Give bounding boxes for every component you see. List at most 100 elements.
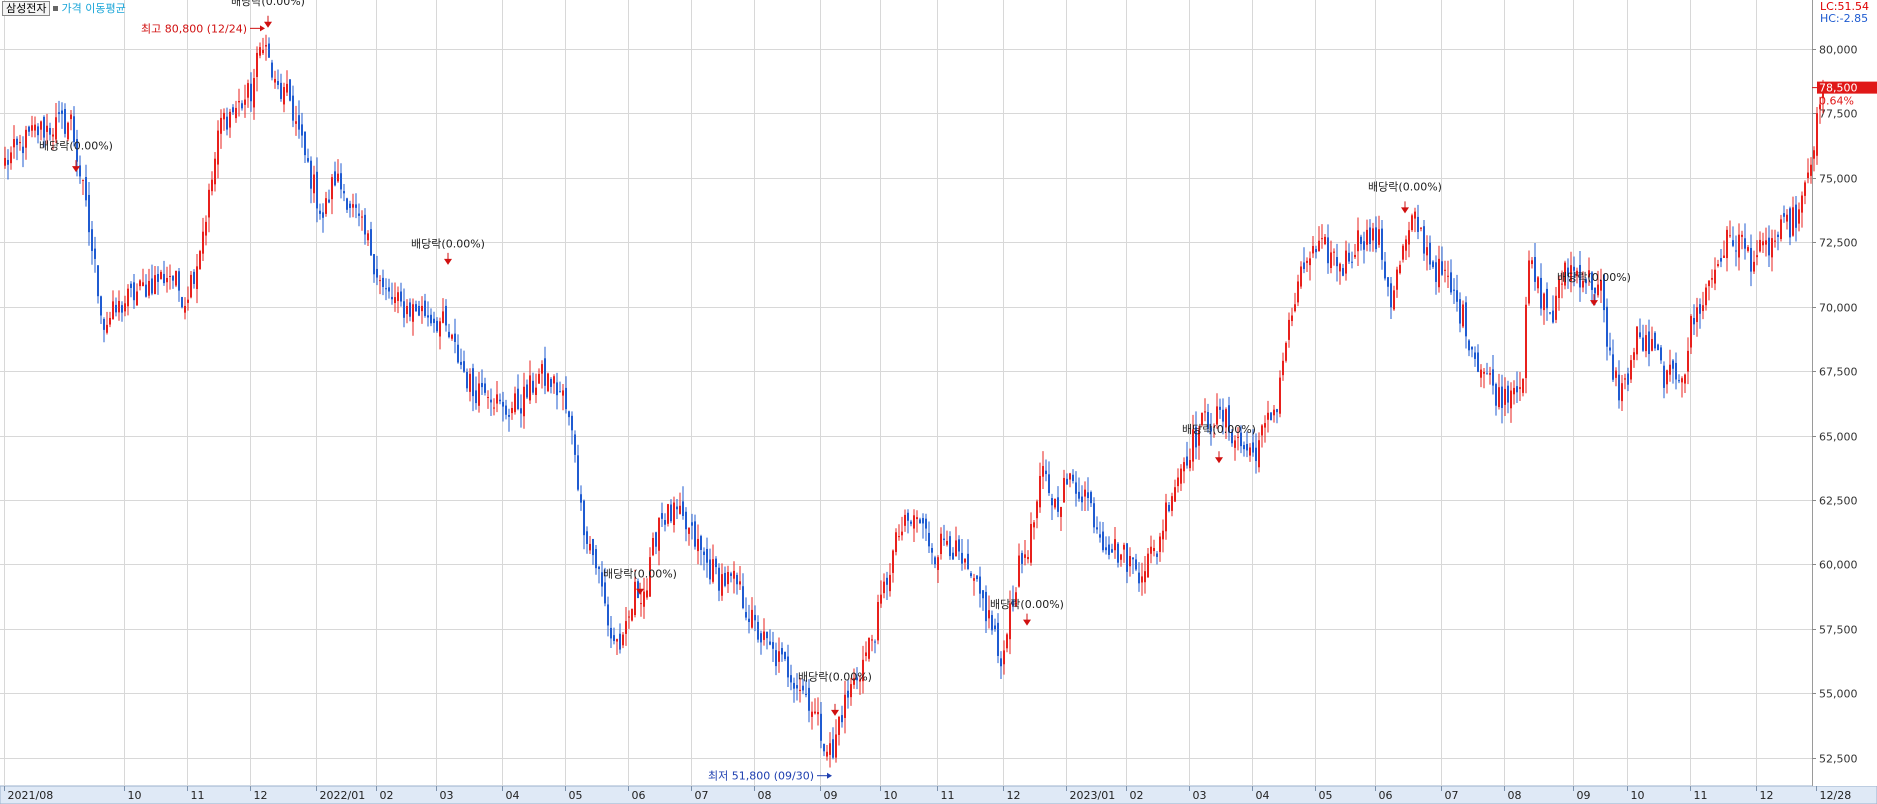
candle	[265, 34, 267, 61]
candle-body	[1705, 287, 1707, 306]
stock-name-box[interactable]: 삼성전자	[2, 0, 51, 16]
candle	[1762, 232, 1764, 253]
candle-body	[718, 567, 720, 591]
candle	[1420, 227, 1422, 232]
candle-body	[793, 682, 795, 689]
candle-body	[253, 78, 255, 108]
candle	[313, 165, 315, 203]
candle	[1726, 226, 1728, 272]
candle-body	[247, 83, 249, 98]
candle	[607, 596, 609, 637]
candle	[526, 379, 528, 400]
candle	[1006, 632, 1008, 653]
candle-body	[643, 591, 645, 607]
candle-body	[241, 103, 243, 109]
x-tick-label: 11	[941, 789, 955, 802]
candle	[1474, 346, 1476, 367]
candle-body	[745, 612, 747, 618]
candle	[643, 577, 645, 619]
candle-body	[163, 273, 165, 284]
candle-body	[394, 297, 396, 304]
candle-body	[169, 275, 171, 277]
candle-body	[859, 679, 861, 682]
candle-body	[1033, 522, 1035, 528]
candle	[889, 563, 891, 597]
x-tick-label: 06	[632, 789, 646, 802]
dividend-arrow-head	[72, 166, 80, 173]
x-tick-label: 06	[1379, 789, 1393, 802]
candle	[1513, 380, 1515, 405]
candle	[160, 269, 162, 280]
candle-body	[325, 198, 327, 214]
candle-body	[1792, 207, 1794, 236]
candle-body	[1255, 447, 1257, 462]
candle-body	[82, 179, 84, 181]
candle-body	[157, 273, 159, 282]
candle-body	[1144, 571, 1146, 583]
high-arrow-head	[260, 25, 265, 32]
candle	[1804, 180, 1806, 205]
candle-body	[31, 125, 33, 131]
candle	[901, 516, 903, 541]
candle-body	[1132, 557, 1134, 560]
candle	[1249, 443, 1251, 462]
candle-body	[1669, 364, 1671, 375]
candle	[1705, 283, 1707, 311]
candle	[1510, 382, 1512, 423]
candle	[1129, 547, 1131, 577]
candle-body	[1249, 447, 1251, 456]
candle-body	[772, 642, 774, 649]
moving-average-label[interactable]: 가격 이동평균	[61, 2, 126, 15]
candle-body	[1141, 576, 1143, 583]
chart-legend: 삼성전자 가격 이동평균	[2, 0, 126, 16]
candle	[745, 597, 747, 621]
candle-body	[1405, 239, 1407, 251]
candle-body	[370, 229, 372, 256]
candle-body	[520, 408, 522, 414]
candle-body	[694, 521, 696, 547]
candle-body	[886, 577, 888, 585]
candle-body	[625, 621, 627, 634]
candle	[169, 264, 171, 290]
candle-body	[808, 687, 810, 711]
candle	[922, 513, 924, 539]
candle	[529, 360, 531, 404]
candle-body	[238, 101, 240, 103]
candle	[865, 641, 867, 662]
candle-body	[1585, 279, 1587, 284]
candle-body	[1726, 229, 1728, 259]
candle-body	[208, 189, 210, 218]
candle	[1756, 240, 1758, 266]
dividend-annotation-label: 배당락(0.00%)	[231, 0, 305, 8]
x-tick-label: 12	[254, 789, 268, 802]
candle-body	[1285, 342, 1287, 361]
candle-body	[1030, 523, 1032, 563]
candle-body	[1516, 386, 1518, 393]
candle	[1651, 326, 1653, 352]
candle	[1438, 245, 1440, 293]
candle	[487, 390, 489, 409]
candle	[1624, 373, 1626, 390]
candle	[373, 253, 375, 283]
candle-body	[1651, 339, 1653, 351]
candle	[1453, 278, 1455, 305]
candle	[718, 563, 720, 602]
candle	[1399, 260, 1401, 275]
candle	[1057, 486, 1059, 518]
candle-body	[1081, 496, 1083, 503]
candle-body	[136, 291, 138, 306]
candle-body	[1171, 496, 1173, 511]
candle-body	[661, 513, 663, 519]
candle-body	[1192, 429, 1194, 462]
candle-body	[1456, 290, 1458, 302]
candle-body	[1243, 445, 1245, 450]
candle-body	[19, 141, 21, 144]
candle	[145, 274, 147, 298]
candle-body	[1510, 390, 1512, 409]
candle	[1789, 206, 1791, 246]
candle-body	[1756, 255, 1758, 258]
candle	[1009, 590, 1011, 655]
candle	[367, 230, 369, 246]
candle	[115, 297, 117, 317]
